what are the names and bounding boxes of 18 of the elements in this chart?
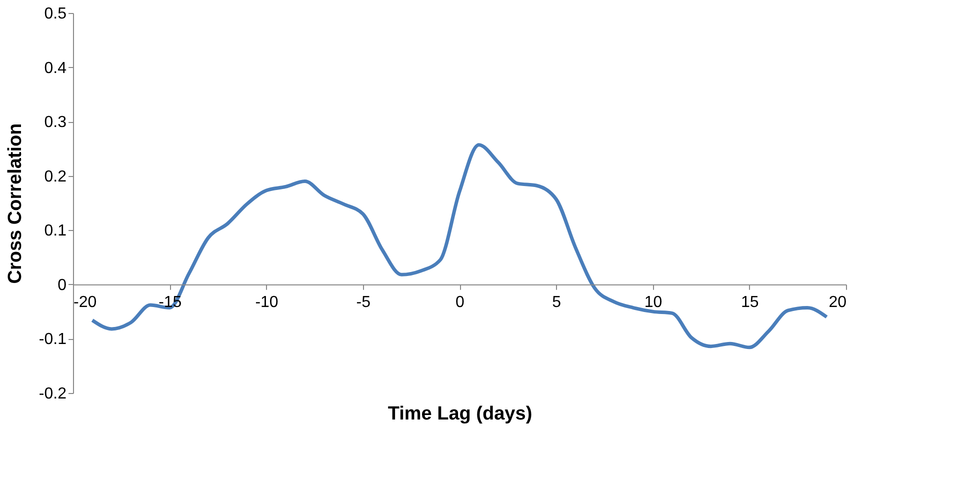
y-axis-title: Cross Correlation xyxy=(4,123,26,284)
x-tick-label: -20 xyxy=(74,294,97,311)
y-tick-label: 0.3 xyxy=(44,114,67,132)
x-tick-label: 20 xyxy=(828,294,847,311)
y-tick-label: 0 xyxy=(58,276,67,294)
y-tick-label: 0.5 xyxy=(44,6,67,22)
y-tick-label: 0.4 xyxy=(44,60,67,77)
x-tick-label: 15 xyxy=(740,294,759,311)
y-tick-label: 0.1 xyxy=(44,222,67,240)
y-tick-label: -0.1 xyxy=(38,331,67,348)
y-tick-label: -0.2 xyxy=(38,386,67,402)
y-tick-label: 0.2 xyxy=(44,168,67,186)
x-tick-label: 5 xyxy=(552,294,562,311)
x-tick-label: -10 xyxy=(255,294,278,311)
x-tick-label: 10 xyxy=(644,294,662,311)
x-axis-title: Time Lag (days) xyxy=(388,404,532,424)
x-tick-label: 0 xyxy=(456,294,465,311)
x-tick-label: -5 xyxy=(356,294,371,311)
